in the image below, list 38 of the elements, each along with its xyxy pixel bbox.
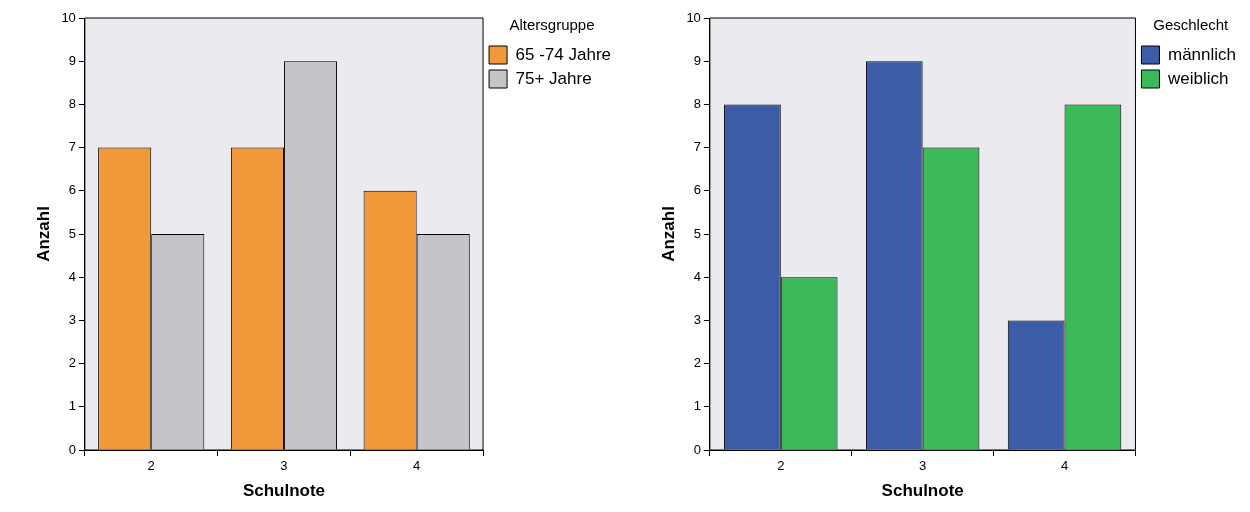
- legend-label: weiblich: [1166, 68, 1229, 88]
- y-tick-label: 1: [693, 398, 701, 414]
- legend-title: Geschlecht: [1153, 15, 1230, 33]
- y-tick-label: 6: [68, 182, 76, 198]
- y-tick-label: 8: [693, 95, 701, 111]
- y-tick-label: 8: [68, 95, 76, 111]
- legend-label: männlich: [1167, 44, 1237, 64]
- y-tick-label: 6: [693, 182, 701, 198]
- y-tick-label: 2: [693, 355, 701, 371]
- y-tick-label: 9: [68, 52, 76, 68]
- y-tick-label: 7: [68, 139, 76, 155]
- y-tick-label: 4: [68, 268, 76, 284]
- x-tick-label: 2: [777, 458, 785, 474]
- x-tick-label: 2: [147, 458, 155, 474]
- x-axis-title: Schulnote: [242, 481, 326, 501]
- y-axis-title: Anzahl: [33, 206, 53, 262]
- legend-label: 65 -74 Jahre: [515, 44, 611, 64]
- x-tick-label: 3: [919, 458, 927, 474]
- y-tick-label: 1: [68, 398, 76, 414]
- y-tick-label: 0: [693, 441, 701, 457]
- y-tick-label: 10: [686, 9, 701, 25]
- x-tick-label: 3: [280, 458, 288, 474]
- legend-title: Altersgruppe: [509, 15, 595, 33]
- y-tick-label: 4: [693, 268, 701, 284]
- y-tick-label: 3: [68, 311, 76, 327]
- y-tick-label: 2: [68, 355, 76, 371]
- y-tick-label: 0: [68, 441, 76, 457]
- y-tick-label: 9: [693, 52, 701, 68]
- y-axis-title: Anzahl: [658, 206, 678, 262]
- y-tick-label: 5: [693, 225, 701, 241]
- x-tick-label: 4: [413, 458, 421, 474]
- y-tick-label: 3: [693, 311, 701, 327]
- legend-label: 75+ Jahre: [515, 68, 592, 88]
- x-tick-label: 4: [1060, 458, 1069, 474]
- y-tick-label: 7: [693, 139, 701, 155]
- x-axis-title: Schulnote: [881, 481, 964, 501]
- y-tick-label: 10: [61, 9, 76, 25]
- y-tick-label: 5: [68, 225, 76, 241]
